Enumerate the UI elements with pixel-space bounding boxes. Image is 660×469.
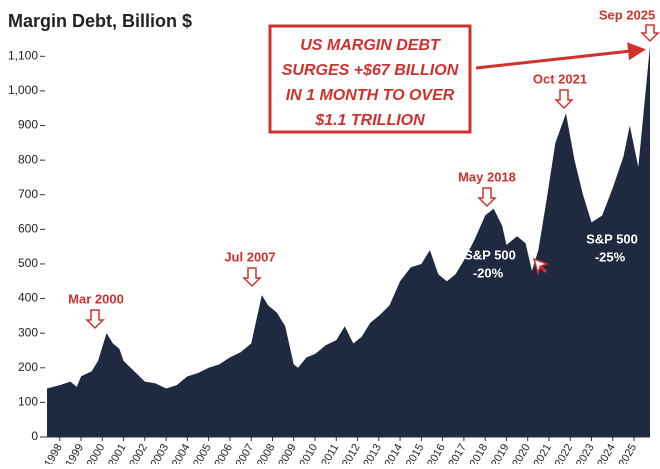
y-tick-label: 1,100 xyxy=(8,48,38,62)
annotation: -50% xyxy=(140,412,171,427)
y-tick-label: 700 xyxy=(18,187,38,201)
y-tick-label: 400 xyxy=(18,291,38,305)
x-tick-label: 2024 xyxy=(595,442,618,464)
y-tick-label: 600 xyxy=(18,222,38,236)
x-tick-label: 2015 xyxy=(404,442,427,464)
callout-text: SURGES +$67 BILLION xyxy=(282,62,459,79)
x-tick-label: 1999 xyxy=(64,442,87,464)
arrow xyxy=(532,257,550,276)
annotation: -25% xyxy=(595,249,626,264)
annotation: S&P 500 xyxy=(290,375,342,390)
annotation: Sep 2025 xyxy=(599,7,655,22)
x-tick-label: 2017 xyxy=(446,442,469,464)
x-tick-label: 2022 xyxy=(553,442,576,464)
annotation: Covid xyxy=(527,298,563,313)
arrow xyxy=(640,24,660,43)
y-tick-label: 900 xyxy=(18,118,38,132)
y-tick-label: 200 xyxy=(18,360,38,374)
x-tick-label: 2005 xyxy=(191,442,214,464)
annotation: -56% xyxy=(290,394,321,409)
callout-text: IN 1 MONTH TO OVER xyxy=(286,87,455,104)
annotation: S&P 500 xyxy=(137,395,189,410)
x-tick-label: 2006 xyxy=(212,442,235,464)
x-tick-label: 2009 xyxy=(276,442,299,464)
y-tick-label: 0 xyxy=(31,429,38,443)
annotation: Mar 2000 xyxy=(68,291,124,306)
arrow xyxy=(554,89,574,110)
arrow xyxy=(85,309,105,330)
x-tick-label: 2018 xyxy=(468,442,491,464)
x-tick-label: 2021 xyxy=(531,442,554,464)
annotation: Oct 2021 xyxy=(533,71,587,86)
x-tick-label: 2025 xyxy=(617,442,640,464)
x-tick-label: 2013 xyxy=(361,442,384,464)
x-tick-label: 2019 xyxy=(489,442,512,464)
area xyxy=(47,45,650,437)
x-tick-label: 2012 xyxy=(340,442,363,464)
y-tick-label: 500 xyxy=(18,256,38,270)
callout-text: $1.1 TRILLION xyxy=(314,112,425,129)
x-tick-label: 2000 xyxy=(85,442,108,464)
annotation: S&P 500 xyxy=(464,247,516,262)
x-tick-label: 2023 xyxy=(574,442,597,464)
x-tick-label: 2003 xyxy=(149,442,172,464)
annotation: S&P 500 xyxy=(586,231,638,246)
x-tick-label: 2004 xyxy=(170,442,193,464)
callout-box xyxy=(268,24,472,134)
y-tick-label: 100 xyxy=(18,395,38,409)
annotation: Mar 2020 xyxy=(527,280,583,295)
x-tick-label: 2007 xyxy=(234,442,257,464)
callout-text: US MARGIN DEBT xyxy=(300,37,441,54)
chart-title: Margin Debt, Billion $ xyxy=(8,11,192,31)
x-tick-label: 2010 xyxy=(297,442,320,464)
annotation: May 2018 xyxy=(458,169,516,184)
x-tick-label: 2002 xyxy=(127,442,150,464)
callout-arrow xyxy=(475,42,646,70)
annotation: Crash xyxy=(527,317,564,332)
arrow xyxy=(477,187,497,208)
x-tick-label: 2020 xyxy=(510,442,533,464)
annotation: -20% xyxy=(473,265,504,280)
arrow xyxy=(242,267,262,288)
x-tick-label: 1998 xyxy=(42,442,65,464)
x-tick-label: 2014 xyxy=(383,442,406,464)
y-tick-label: 1,000 xyxy=(8,83,38,97)
annotations: Mar 2000 S&P 500 -50% Jul 2007 S&P 500 -… xyxy=(68,7,660,427)
annotation: Jul 2007 xyxy=(224,249,275,264)
x-tick-label: 2001 xyxy=(106,442,129,464)
x-tick-label: 2008 xyxy=(255,442,278,464)
x-tick-label: 2016 xyxy=(425,442,448,464)
y-tick-label: 300 xyxy=(18,325,38,339)
x-tick-label: 2011 xyxy=(319,442,341,464)
y-tick-label: 800 xyxy=(18,152,38,166)
